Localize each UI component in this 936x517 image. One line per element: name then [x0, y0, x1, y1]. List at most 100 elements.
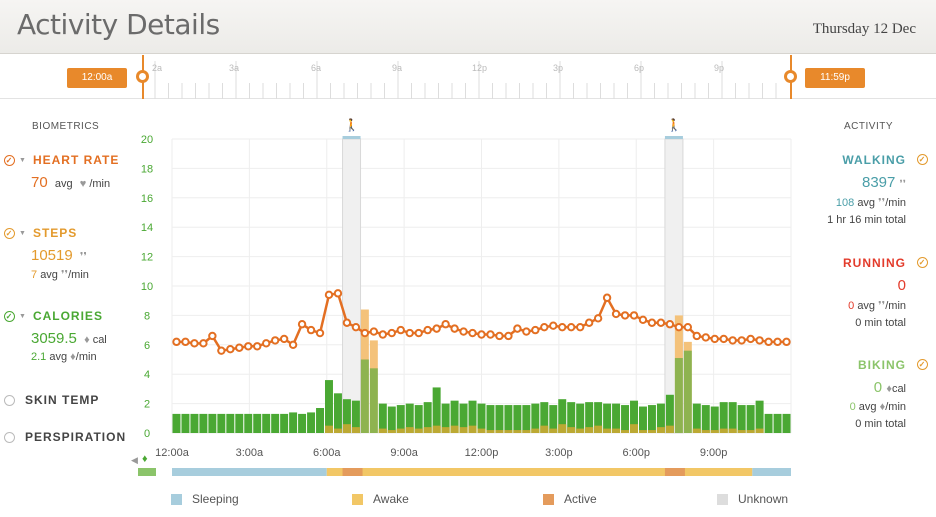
running-summary[interactable]: RUNNING ✓ 0 0 avg ❜❜/min 0 min total [800, 256, 936, 329]
heart-rate-point [486, 330, 495, 339]
perspiration-checkbox[interactable] [4, 431, 15, 443]
running-checkbox[interactable]: ✓ [917, 257, 928, 268]
biking-avg: 0 [849, 401, 856, 413]
perspiration-metric[interactable]: PERSPIRATION [4, 430, 129, 444]
heart-rate-point [378, 330, 388, 339]
timeline-hour-label: 9a [392, 63, 403, 73]
legend-swatch [171, 493, 182, 505]
range-start-knob[interactable] [136, 70, 149, 83]
timebar-active-segment [342, 468, 363, 476]
steps-bar [333, 428, 342, 433]
steps-overlap-bar [513, 430, 522, 433]
calories-bar [208, 413, 217, 433]
calories-unit: cal [92, 334, 107, 346]
skin-temp-label: SKIN TEMP [25, 393, 100, 407]
calories-bar [253, 413, 262, 433]
walking-checkbox[interactable]: ✓ [917, 154, 928, 165]
steps-overlap-bar [558, 424, 567, 433]
skin-temp-metric[interactable]: SKIN TEMP [4, 393, 129, 407]
calories-bar [325, 380, 333, 433]
timeline-hour-label: 3a [229, 63, 240, 73]
footprints-icon: ❜❜ [79, 251, 87, 263]
scroll-left-arrow-icon[interactable]: ◀ [131, 455, 138, 465]
biking-summary[interactable]: BIKING ✓ 0 ♦cal 0 avg ♦/min 0 min total [800, 358, 936, 430]
heart-rate-point [746, 334, 755, 344]
heart-rate-point [199, 339, 208, 348]
expand-arrow-icon[interactable]: ▼ [19, 156, 27, 164]
heart-rate-point [567, 322, 576, 332]
calories-bar [226, 413, 235, 433]
steps-bar [710, 430, 719, 433]
calories-bar [351, 400, 360, 433]
page-header: Activity Details Thursday 12 Dec [0, 0, 936, 54]
heart-rate-point [513, 324, 522, 333]
calories-bar [665, 394, 674, 433]
x-tick-label: 6:00p [622, 447, 650, 459]
timeline-hour-label: 6a [311, 63, 322, 73]
steps-overlap-bar [396, 428, 405, 433]
heart-rate-point [270, 336, 280, 345]
heart-rate-point [764, 337, 773, 347]
expand-arrow-icon[interactable]: ▼ [19, 312, 27, 320]
expand-arrow-icon[interactable]: ▼ [19, 229, 27, 237]
steps-bar [656, 427, 665, 433]
calories-bar [567, 402, 576, 433]
y-tick-label: 6 [144, 340, 150, 352]
calories-bar [244, 413, 253, 433]
steps-checkbox[interactable]: ✓ [4, 227, 15, 239]
skin-temp-checkbox[interactable] [4, 394, 15, 406]
steps-overlap-bar [576, 428, 585, 433]
calories-bar [540, 402, 549, 433]
steps-overlap-bar [531, 428, 540, 433]
steps-overlap-bar [333, 428, 342, 433]
range-end-handle[interactable]: 11:59p [805, 68, 865, 88]
steps-bar [701, 430, 710, 433]
heart-rate-metric[interactable]: ✓ ▼ HEART RATE 70 avg ♥/min [4, 153, 129, 191]
range-start-handle[interactable]: 12:00a [67, 68, 127, 88]
steps-bar [468, 425, 477, 433]
calories-bar [647, 405, 656, 433]
calories-checkbox[interactable]: ✓ [4, 310, 15, 322]
calories-metric[interactable]: ✓ ▼ CALORIES 3059.5 ♦ cal 2.1 avg ♦/min [4, 309, 129, 363]
steps-bar [369, 340, 378, 433]
heart-rate-point [288, 340, 298, 349]
running-value: 0 [897, 277, 906, 294]
calories-bar [396, 405, 405, 433]
steps-overlap-bar [378, 428, 387, 433]
calories-bar [630, 400, 638, 433]
biometrics-heading: BIOMETRICS [32, 121, 100, 132]
steps-overlap-bar [701, 430, 710, 433]
steps-metric[interactable]: ✓ ▼ STEPS 10519 ❜❜ 7 avg ❜❜/min [4, 226, 129, 281]
walking-summary[interactable]: WALKING ✓ 8397 ❜❜ 108 avg ❜❜/min 1 hr 16 … [800, 153, 936, 226]
calories-bar [782, 413, 791, 433]
calories-bar [603, 403, 612, 433]
calories-bar [612, 403, 621, 433]
calories-avg-value: 2.1 [31, 351, 47, 363]
calories-bar [674, 358, 683, 433]
range-end-knob[interactable] [784, 70, 797, 83]
steps-bar [504, 430, 513, 433]
calories-bar [235, 413, 244, 433]
calories-bar [369, 368, 378, 433]
steps-bar [692, 428, 701, 433]
timebar-segment [752, 468, 791, 476]
calories-bar [746, 405, 755, 433]
heart-icon: ♥ [79, 178, 87, 190]
steps-overlap-bar [549, 428, 558, 433]
time-range-selector[interactable]: 2a 3a 6a 9a 12p 3p 6p 9p 12:00a 11:59p [0, 55, 936, 99]
heart-rate-point [244, 342, 253, 351]
steps-bar [549, 428, 558, 433]
heart-rate-point [701, 333, 710, 342]
calories-bar [298, 413, 307, 433]
biking-checkbox[interactable]: ✓ [917, 359, 928, 370]
steps-overlap-bar [351, 427, 360, 433]
steps-avg-value: 7 [31, 269, 38, 281]
heart-rate-point [755, 336, 764, 345]
heart-rate-point [602, 293, 612, 302]
steps-bar [486, 430, 495, 433]
steps-bar [360, 309, 369, 433]
heart-rate-checkbox[interactable]: ✓ [4, 154, 15, 166]
heart-rate-point [647, 318, 657, 327]
steps-overlap-bar [719, 428, 728, 433]
x-tick-label: 3:00p [545, 447, 573, 459]
